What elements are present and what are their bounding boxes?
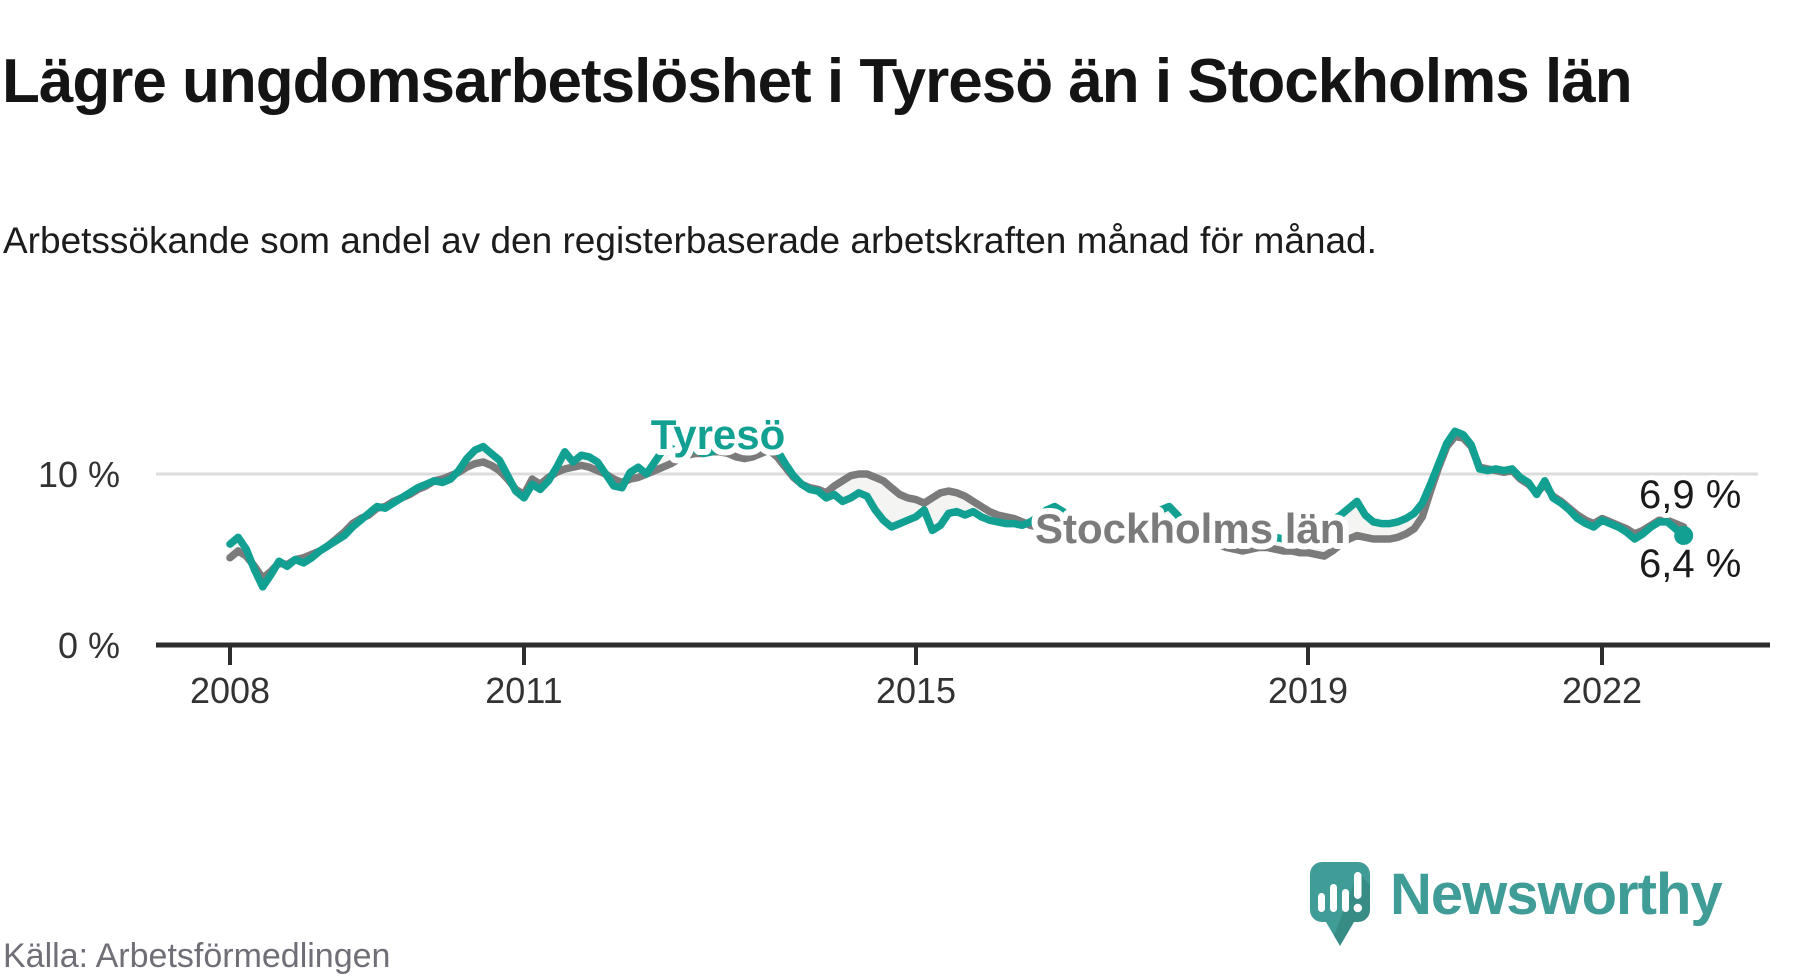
logo-bar-1 — [1318, 893, 1325, 912]
logo-bar-3 — [1342, 889, 1349, 912]
x-axis-label-2011: 2011 — [485, 670, 562, 711]
x-axis-label-2008: 2008 — [190, 670, 270, 711]
axis-layer — [156, 642, 1770, 665]
series-label-tyres-: Tyresö — [651, 411, 786, 458]
line-layer — [226, 427, 1694, 591]
newsworthy-logo: Newsworthy — [1310, 862, 1723, 946]
logo-exclamation-dot — [1353, 903, 1363, 913]
source-note: Källa: Arbetsförmedlingen — [3, 937, 391, 975]
x-axis-label-2019: 2019 — [1268, 670, 1348, 711]
y-axis-label-10: 10 % — [38, 454, 120, 495]
y-axis-label-0: 0 % — [58, 625, 120, 666]
page-title: Lägre ungdomsarbetslöshet i Tyresö än i … — [2, 46, 1633, 116]
x-axis-label-2022: 2022 — [1562, 670, 1642, 711]
x-axis-label-2015: 2015 — [876, 670, 956, 711]
series-end-dot — [1674, 526, 1694, 546]
series-label-stockholms-l-n: Stockholms län — [1035, 505, 1345, 552]
logo-bar-2 — [1330, 884, 1337, 912]
series-line-tyres- — [226, 427, 1688, 591]
logo-exclamation-stem — [1354, 872, 1362, 899]
newsworthy-logo-icon — [1310, 862, 1370, 946]
end-value-label-tyres-: 6,4 % — [1639, 542, 1741, 586]
label-layer: 10 % 0 % 2008 2011 2015 2019 2022 Tyresö 6,4 % St… — [38, 405, 1746, 711]
page-subtitle: Arbetssökande som andel av den registerb… — [3, 220, 1377, 261]
newsworthy-wordmark: Newsworthy — [1390, 862, 1722, 927]
chart: 10 % 0 % 2008 2011 2015 2019 2022 Tyresö 6,4 % St… — [37, 405, 1770, 946]
end-value-label-stockholms-l-n: 6,9 % — [1639, 473, 1741, 517]
